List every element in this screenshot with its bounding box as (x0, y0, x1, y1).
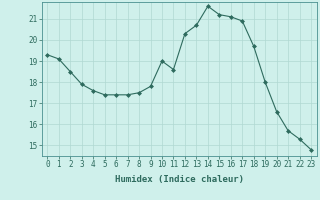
X-axis label: Humidex (Indice chaleur): Humidex (Indice chaleur) (115, 175, 244, 184)
